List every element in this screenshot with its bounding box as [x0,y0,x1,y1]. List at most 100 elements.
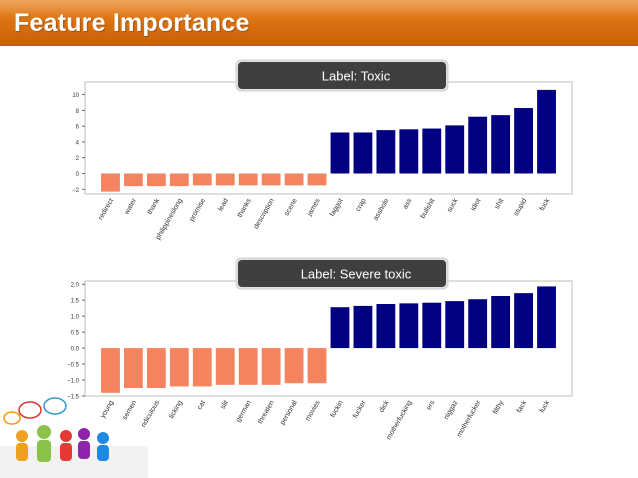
bar-threaten [261,348,281,385]
header-shine [0,0,638,18]
bar-ers [422,302,442,349]
bar-niggaz [445,301,465,349]
plot-frame [84,280,573,397]
bar-fack [514,293,533,349]
x-tick-label: fucker [352,399,368,420]
x-tick-label: fuck [539,197,552,212]
x-tick-label: faggot [329,197,345,217]
chart-title: Label: Toxic [322,69,391,84]
x-tick-label: threaten [257,399,276,425]
bar-fuckin [330,307,350,349]
y-tick-label: −2 [72,188,80,194]
x-tick-label: lead [217,197,230,212]
bar-idiot [468,116,488,174]
bar-fucker [353,305,373,349]
x-tick-label: niggaz [443,399,460,421]
x-tick-label: james [306,197,322,218]
x-tick-label: fack [516,399,529,414]
x-tick-label: thank [146,197,161,216]
x-tick-label: scene [283,197,298,217]
y-tick-label: 0 [76,172,80,178]
slide-title: Feature Importance [14,9,250,37]
x-tick-label: ers [426,399,437,411]
bar-fuck [537,89,556,174]
x-tick-label: filthy [492,399,506,415]
x-tick-label: description [253,197,276,230]
x-tick-label: stupid [513,197,528,217]
y-tick-label: 6 [76,125,80,131]
x-tick-label: idiot [470,197,483,212]
bar-bullshit [422,128,442,174]
bar-lead [215,173,235,186]
bar-licking [169,348,189,387]
bar-promise [192,173,212,186]
y-tick-label: 1.5 [71,299,80,305]
bar-semen [124,348,143,389]
bar-ridiculous [146,348,166,389]
x-tick-label: slit [220,399,230,410]
x-tick-label: suck [446,197,460,213]
x-tick-label: motherfucker [456,399,483,438]
x-tick-label: ass [402,197,414,210]
y-tick-label: 2 [76,156,80,162]
bar-thanks [238,173,258,186]
bar-crap [353,132,373,174]
chart-title-box [238,260,446,287]
bar-philippineslong [169,173,189,187]
bar-ass [399,129,419,174]
bar-young [101,348,120,393]
bar-dick [376,304,396,349]
bar-movies [307,348,327,384]
bar-description [261,173,281,186]
x-tick-label: fuck [539,399,552,414]
x-tick-label: german [235,399,253,423]
bar-asshole [376,130,396,174]
x-tick-label: dick [378,399,391,414]
people-chat-illustration [0,397,148,478]
bar-james [307,173,327,186]
y-tick-label: 0.0 [71,347,80,353]
bar-thank [146,173,166,187]
y-tick-label: 4 [76,140,80,146]
x-tick-label: redirect [97,197,115,221]
x-tick-label: water [123,197,138,217]
chart-title-box [238,62,446,89]
plot-frame [84,81,573,195]
x-tick-label: shit [494,197,506,210]
bar-scene [284,173,304,186]
x-tick-label: promise [188,197,207,222]
slide-header: Feature Importance [0,0,638,46]
x-tick-label: crap [355,197,368,212]
x-tick-label: cat [196,399,207,411]
x-tick-label: movies [305,399,322,422]
y-tick-label: 10 [72,93,79,99]
bar-personal [284,348,304,384]
bar-slit [215,348,235,385]
bar-water [124,173,143,187]
bar-motherfucking [399,303,419,349]
y-tick-label: 8 [76,109,80,115]
bar-filthy [491,296,511,349]
y-tick-label: −1.0 [67,379,80,385]
bar-german [238,348,258,385]
bar-faggot [330,132,350,174]
y-tick-label: −1.5 [67,395,80,401]
x-tick-label: asshole [372,197,390,221]
x-tick-label: motherfucking [386,399,414,441]
chart-title: Label: Severe toxic [301,267,412,282]
bar-suck [445,125,465,174]
bar-stupid [514,108,533,174]
x-tick-label: licking [168,399,184,419]
x-tick-label: thanks [237,197,254,219]
x-tick-label: bullshit [420,197,437,219]
y-tick-label: 1.0 [71,315,80,321]
bar-redirect [101,173,120,192]
x-tick-label: fuckin [329,399,344,418]
bar-fuck [537,286,556,349]
x-tick-label: personal [279,399,299,426]
y-tick-label: 2.0 [71,283,80,289]
y-tick-label: −0.5 [67,363,80,369]
bar-shit [491,115,511,174]
y-tick-label: 0.5 [71,331,80,337]
